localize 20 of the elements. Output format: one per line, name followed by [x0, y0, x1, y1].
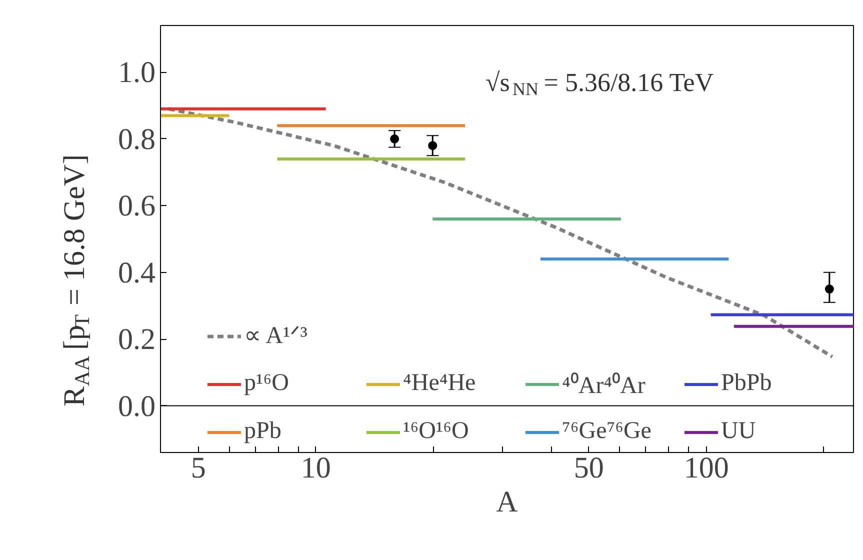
legend-label: ⁷⁶Ge⁷⁶Ge	[562, 418, 652, 445]
legend-label: ⁴He⁴He	[403, 370, 477, 397]
legend-label: PbPb	[721, 370, 773, 397]
y-tick-label: 0.0	[118, 390, 156, 423]
y-tick-label: 0.8	[118, 122, 156, 156]
legend-label: p¹⁶O	[244, 370, 290, 397]
y-tick-label: 0.2	[118, 323, 156, 356]
legend-label: UU	[721, 418, 757, 445]
x-tick-label: 5	[190, 452, 206, 484]
x-tick-label: 10	[300, 452, 331, 484]
x-tick-label: 50	[574, 452, 604, 484]
legend-label: pPb	[244, 418, 282, 445]
legend-label: ⁴⁰Ar⁴⁰Ar	[562, 372, 646, 400]
y-tick-label: 0.4	[118, 256, 156, 290]
legend-label: ∝ A¹ᐟ³	[244, 322, 308, 350]
y-tick-label: 0.6	[118, 190, 156, 223]
x-tick-label: 100	[684, 452, 729, 484]
x-axis-title: A	[496, 486, 518, 518]
y-tick-label: 1.0	[118, 56, 156, 90]
legend-label: ¹⁶O¹⁶O	[403, 418, 470, 445]
